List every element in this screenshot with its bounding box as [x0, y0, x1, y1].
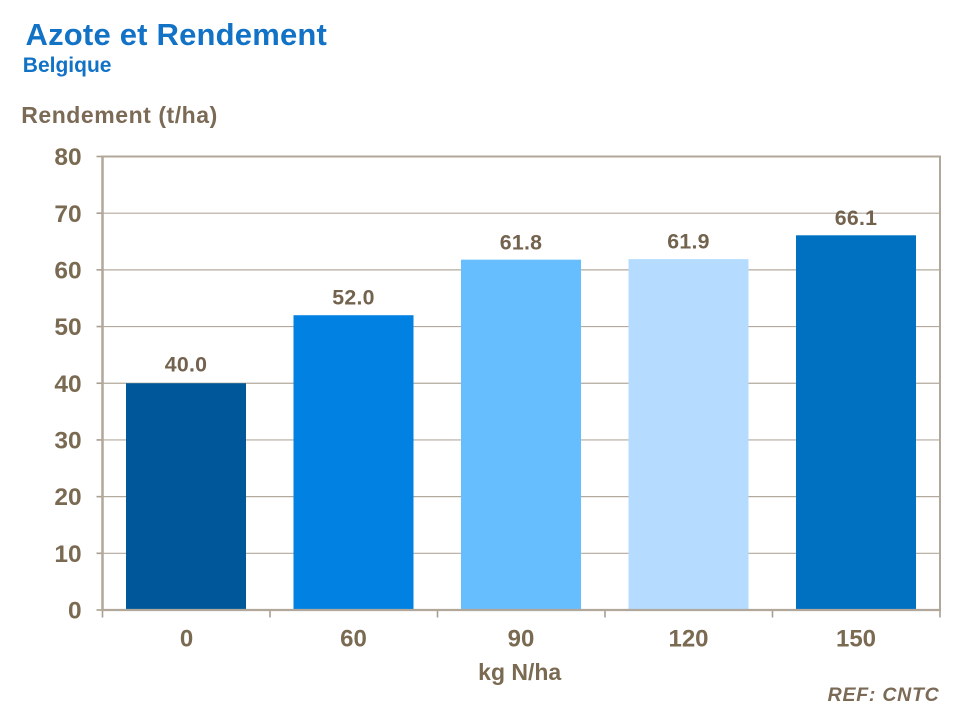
svg-text:Azote et Rendement: Azote et Rendement: [26, 17, 328, 52]
svg-text:90: 90: [508, 625, 535, 652]
svg-text:Rendement (t/ha): Rendement (t/ha): [21, 102, 218, 128]
svg-text:Belgique: Belgique: [23, 54, 112, 77]
svg-text:61.8: 61.8: [500, 231, 542, 255]
svg-text:150: 150: [836, 625, 876, 652]
svg-text:0: 0: [68, 598, 82, 625]
svg-text:REF: CNTC: REF: CNTC: [828, 684, 940, 706]
svg-text:52.0: 52.0: [332, 285, 374, 309]
svg-text:30: 30: [54, 428, 81, 455]
svg-text:20: 20: [54, 484, 81, 511]
svg-text:0: 0: [180, 625, 193, 652]
svg-text:10: 10: [54, 541, 81, 568]
svg-text:50: 50: [54, 314, 81, 341]
svg-text:61.9: 61.9: [667, 230, 709, 254]
svg-text:60: 60: [54, 258, 81, 285]
svg-text:40.0: 40.0: [165, 352, 207, 376]
svg-text:80: 80: [54, 144, 81, 171]
svg-text:70: 70: [54, 201, 81, 228]
svg-text:40: 40: [54, 371, 81, 398]
svg-text:60: 60: [340, 625, 367, 652]
svg-text:kg N/ha: kg N/ha: [478, 659, 561, 685]
svg-text:120: 120: [668, 625, 708, 652]
svg-text:66.1: 66.1: [835, 206, 877, 230]
